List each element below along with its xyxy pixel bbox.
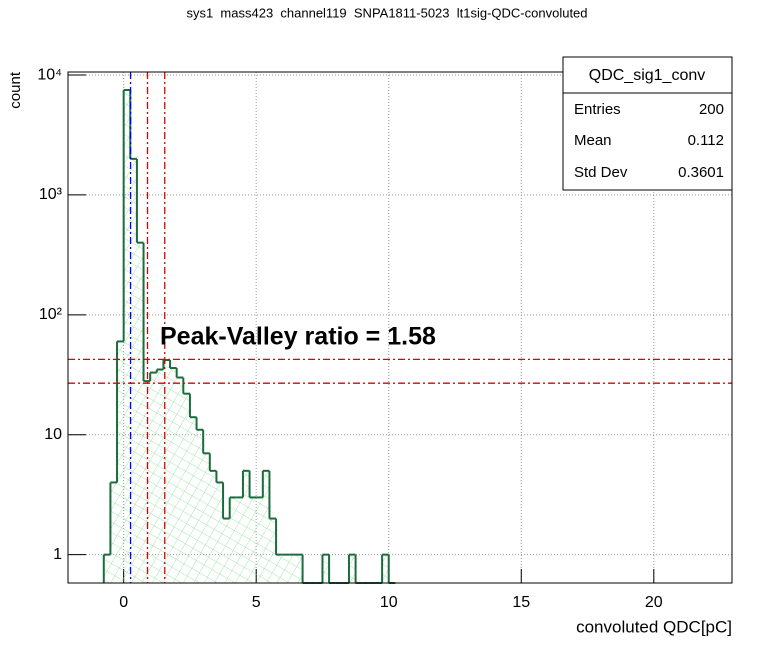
histogram-bar [176, 377, 184, 583]
histogram-bar [183, 393, 190, 583]
histogram-bar [203, 453, 210, 583]
stats-label: Entries [574, 101, 621, 118]
histogram-bar [276, 554, 283, 583]
x-tick-label: 0 [119, 594, 128, 611]
histogram-bar [282, 554, 290, 583]
histogram-bar [189, 417, 197, 583]
stats-frame [562, 56, 733, 191]
histogram-bar [262, 470, 270, 583]
stats-value: 200 [699, 101, 724, 118]
histogram-bar [382, 554, 389, 583]
histogram-bar [295, 554, 303, 583]
histogram-bar [130, 158, 137, 583]
x-tick-label: 15 [512, 594, 530, 611]
histogram-bar [110, 482, 118, 583]
histogram-bar [170, 368, 177, 583]
annotation: Peak-Valley ratio = 1.58 [160, 323, 436, 351]
histogram-bar [156, 369, 164, 583]
histogram-bar [236, 497, 243, 583]
x-tick-label: 10 [380, 594, 398, 611]
stats-box: QDC_sig1_conv Entries 200 Mean 0.112 Std… [562, 56, 733, 191]
plot-area [68, 72, 732, 584]
y-tick-label: 10⁴ [37, 66, 62, 83]
histogram-bar [163, 360, 171, 583]
y-tick-label: 10² [39, 306, 63, 323]
stats-label: Std Dev [574, 164, 628, 181]
histogram-bar [117, 341, 124, 583]
histogram-bar [223, 518, 230, 583]
histogram-bar [123, 90, 131, 584]
plot-frame [67, 71, 733, 584]
histogram-bar [289, 554, 296, 583]
histogram-bar [150, 372, 157, 583]
stats-value: 0.3601 [678, 164, 724, 181]
y-axis-label: count [7, 71, 24, 109]
histogram-bar [322, 554, 330, 583]
histogram-bar [348, 554, 356, 583]
histogram-bar [196, 429, 204, 583]
stats-label: Mean [574, 132, 612, 149]
y-tick-label: 10³ [39, 186, 63, 203]
stats-value: 0.112 [688, 132, 724, 149]
histogram-bar [269, 518, 277, 583]
stats-title: QDC_sig1_conv [589, 67, 706, 84]
histogram-bar [229, 497, 237, 583]
y-tick-label: 10 [44, 426, 62, 443]
histogram-bar [216, 482, 224, 583]
x-tick-label: 20 [645, 594, 663, 611]
y-tick-label: 1 [53, 546, 62, 563]
histogram-bar [143, 381, 151, 583]
histogram-bar [103, 554, 111, 583]
chart-title: sys1 mass423 channel119 SNPA1811-5023 lt… [186, 5, 587, 20]
x-axis-label: convoluted QDC[pC] [576, 617, 732, 636]
histogram-bar [256, 497, 263, 583]
histogram-bar [136, 242, 144, 583]
histogram-bar [249, 497, 257, 583]
x-tick-label: 5 [252, 594, 261, 611]
histogram-bar [209, 470, 217, 583]
histogram-bar [242, 470, 250, 583]
